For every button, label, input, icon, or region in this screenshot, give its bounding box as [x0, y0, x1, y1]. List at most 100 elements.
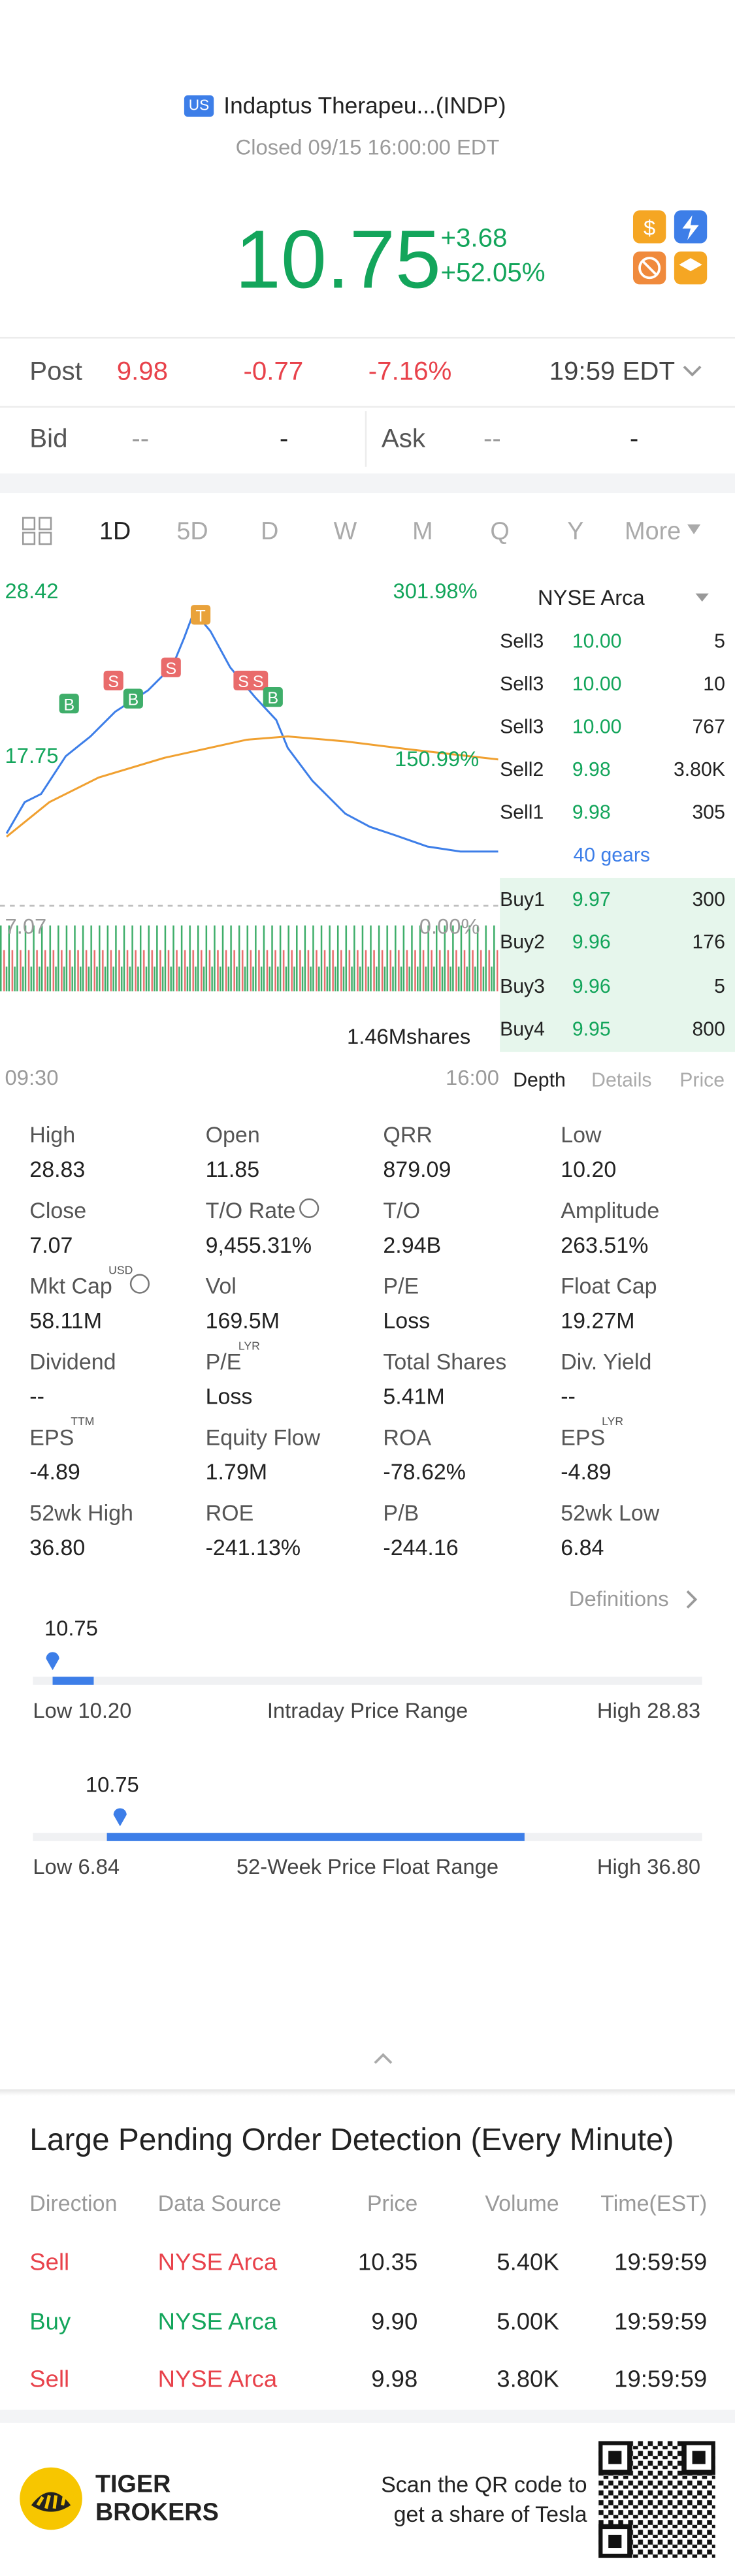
tab[interactable]: 1D: [99, 517, 131, 546]
dropdown-icon[interactable]: [694, 592, 710, 605]
stat-label: P/E: [205, 1349, 242, 1375]
stat-value: 879.09: [383, 1157, 451, 1182]
market-badge: US: [184, 95, 214, 117]
intraday-high: High 28.83: [596, 1698, 701, 1723]
stat-label: EPS: [29, 1425, 74, 1450]
trade-marker-label: B: [63, 696, 74, 714]
svg-text:$: $: [644, 216, 655, 240]
range-fill: [106, 1833, 525, 1841]
stat-value: -4.89: [561, 1459, 612, 1485]
post-time[interactable]: 19:59 EDT: [549, 358, 676, 387]
week52-low: Low 6.84: [33, 1854, 120, 1879]
stat-value: -4.89: [29, 1459, 80, 1485]
stat-value: -244.16: [383, 1535, 459, 1560]
chart-volume: 1.46Mshares: [347, 1023, 471, 1049]
book-tab[interactable]: Price: [679, 1068, 725, 1092]
status: Closed 09/15 16:00:00 EDT: [235, 135, 500, 160]
brand-line-1: TIGER: [95, 2470, 171, 2499]
book-size: 10: [703, 672, 725, 696]
bid-label: Bid: [29, 425, 68, 454]
info-icon[interactable]: [299, 1198, 319, 1218]
orders-cell: 19:59:59: [614, 2367, 708, 2394]
tab[interactable]: D: [261, 517, 279, 546]
stat-value: 9,455.31%: [205, 1232, 312, 1258]
orders-cell: 19:59:59: [614, 2308, 708, 2336]
chevron[interactable]: [686, 1590, 699, 1609]
orders-cell: Sell: [29, 2367, 70, 2394]
separator: [0, 473, 735, 494]
book-size: 5: [714, 974, 725, 998]
orders-cell: 10.35: [357, 2250, 418, 2277]
exchange[interactable]: NYSE Arca: [537, 585, 645, 610]
stat-label: Low: [561, 1122, 602, 1148]
stat-value: --: [29, 1384, 44, 1409]
stat-value: 10.20: [561, 1157, 617, 1182]
orders-cell: Buy: [29, 2308, 71, 2336]
chart-high: 28.42: [5, 578, 59, 604]
book-side: Buy3: [500, 974, 545, 998]
info-icon[interactable]: [129, 1274, 150, 1294]
book-size: 800: [692, 1018, 725, 1041]
range-fill: [52, 1677, 94, 1685]
stat-label: P/B: [383, 1500, 419, 1526]
book-size: 176: [692, 931, 725, 954]
tab[interactable]: More: [625, 517, 681, 546]
qr-text-2: get a share of Tesla: [393, 2502, 587, 2527]
orders-header: Direction: [29, 2191, 118, 2216]
tab[interactable]: Y: [567, 517, 584, 546]
week52-high: High 36.80: [596, 1854, 701, 1879]
stat-label: Float Cap: [561, 1274, 657, 1299]
intraday-title: Intraday Price Range: [267, 1698, 468, 1723]
layout-icon[interactable]: [22, 516, 54, 545]
pin: [113, 1808, 127, 1827]
dropdown-icon[interactable]: [681, 363, 704, 379]
ask-price: --: [483, 425, 501, 454]
trade-marker-label: T: [195, 607, 205, 625]
qr-text-1: Scan the QR code to: [381, 2472, 587, 2498]
tab-caret: [687, 524, 701, 534]
collapse-icon[interactable]: [372, 2052, 395, 2067]
stat-value: --: [561, 1384, 576, 1409]
bid-size: -: [279, 425, 289, 454]
book-tab[interactable]: Details: [591, 1068, 652, 1092]
tab[interactable]: Q: [490, 517, 510, 546]
trade-marker: [248, 670, 269, 691]
chart-mid: 17.75: [5, 743, 59, 768]
post-label: Post: [29, 358, 82, 387]
logo: [20, 2467, 82, 2530]
chart-start: 09:30: [5, 1065, 59, 1090]
stat-value: -78.62%: [383, 1459, 466, 1485]
pin: [46, 1652, 59, 1671]
book-side: Buy2: [500, 931, 545, 954]
price: 10.75: [235, 214, 441, 306]
trade-marker-label: S: [253, 673, 264, 691]
trade-marker-label: S: [165, 660, 176, 678]
definitions-link[interactable]: Definitions: [568, 1586, 669, 1611]
book-price: 9.95: [572, 1018, 611, 1041]
stat-label: Equity Flow: [205, 1425, 321, 1450]
trade-marker: [263, 687, 283, 707]
trade-marker-label: B: [127, 691, 139, 709]
tab[interactable]: W: [333, 517, 357, 546]
stat-label: ROA: [383, 1425, 432, 1450]
stat-value: -241.13%: [205, 1535, 301, 1560]
trade-marker: [161, 657, 181, 677]
chart-low: 7.07: [5, 914, 47, 939]
book-tab[interactable]: Depth: [513, 1068, 566, 1092]
stat-value: 5.41M: [383, 1384, 445, 1409]
tab[interactable]: M: [412, 517, 433, 546]
orders-cell: Sell: [29, 2250, 70, 2277]
book-side: Buy1: [500, 888, 545, 911]
stat-value: Loss: [205, 1384, 253, 1409]
stat-value: 6.84: [561, 1535, 604, 1560]
book-side: Sell1: [500, 800, 544, 824]
stat-label: ROE: [205, 1500, 254, 1526]
stat-label: P/E: [383, 1274, 419, 1299]
trade-marker-label: S: [238, 673, 249, 691]
book-size: 3.80K: [673, 758, 725, 781]
tab[interactable]: 5D: [176, 517, 208, 546]
stat-value: Loss: [383, 1308, 431, 1334]
book-price: 9.96: [572, 931, 611, 954]
